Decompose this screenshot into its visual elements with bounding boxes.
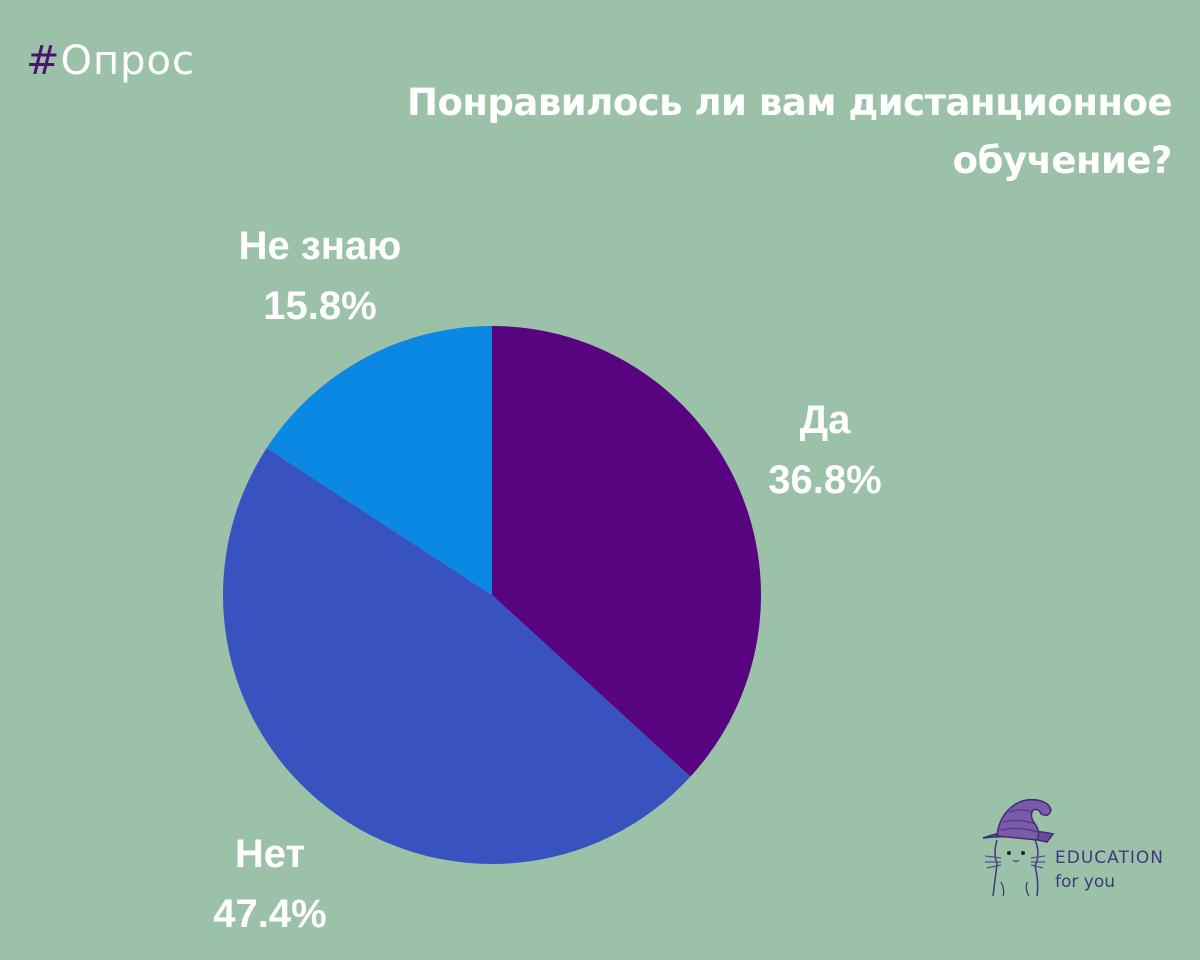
hashtag-label: #Опрос [26, 38, 195, 84]
pie-slice-no [222, 448, 691, 865]
label-yes-pct: 36.8% [768, 458, 882, 502]
logo-line-2: for you [1055, 872, 1116, 892]
label-dont-know-name: Не знаю [238, 224, 402, 268]
label-no: Нет 47.4% [185, 824, 355, 944]
label-yes: Да 36.8% [740, 390, 910, 510]
pie-slice-yes [492, 326, 761, 777]
chart-title: Понравилось ли вам дистанционное обучени… [406, 81, 1173, 182]
label-no-name: Нет [234, 832, 306, 876]
pie-slice-dont-know [266, 326, 492, 595]
pie-slices [222, 326, 761, 865]
label-yes-name: Да [799, 398, 851, 442]
label-dont-know: Не знаю 15.8% [200, 216, 440, 336]
logo-text: EDUCATION for you [1055, 848, 1164, 892]
hashtag-symbol: # [26, 38, 61, 84]
cat-witch-logo-icon [982, 798, 1055, 897]
logo-line-1: EDUCATION [1055, 848, 1164, 868]
label-dont-know-pct: 15.8% [263, 284, 377, 328]
label-no-pct: 47.4% [213, 892, 327, 936]
hashtag-word: Опрос [60, 38, 196, 84]
